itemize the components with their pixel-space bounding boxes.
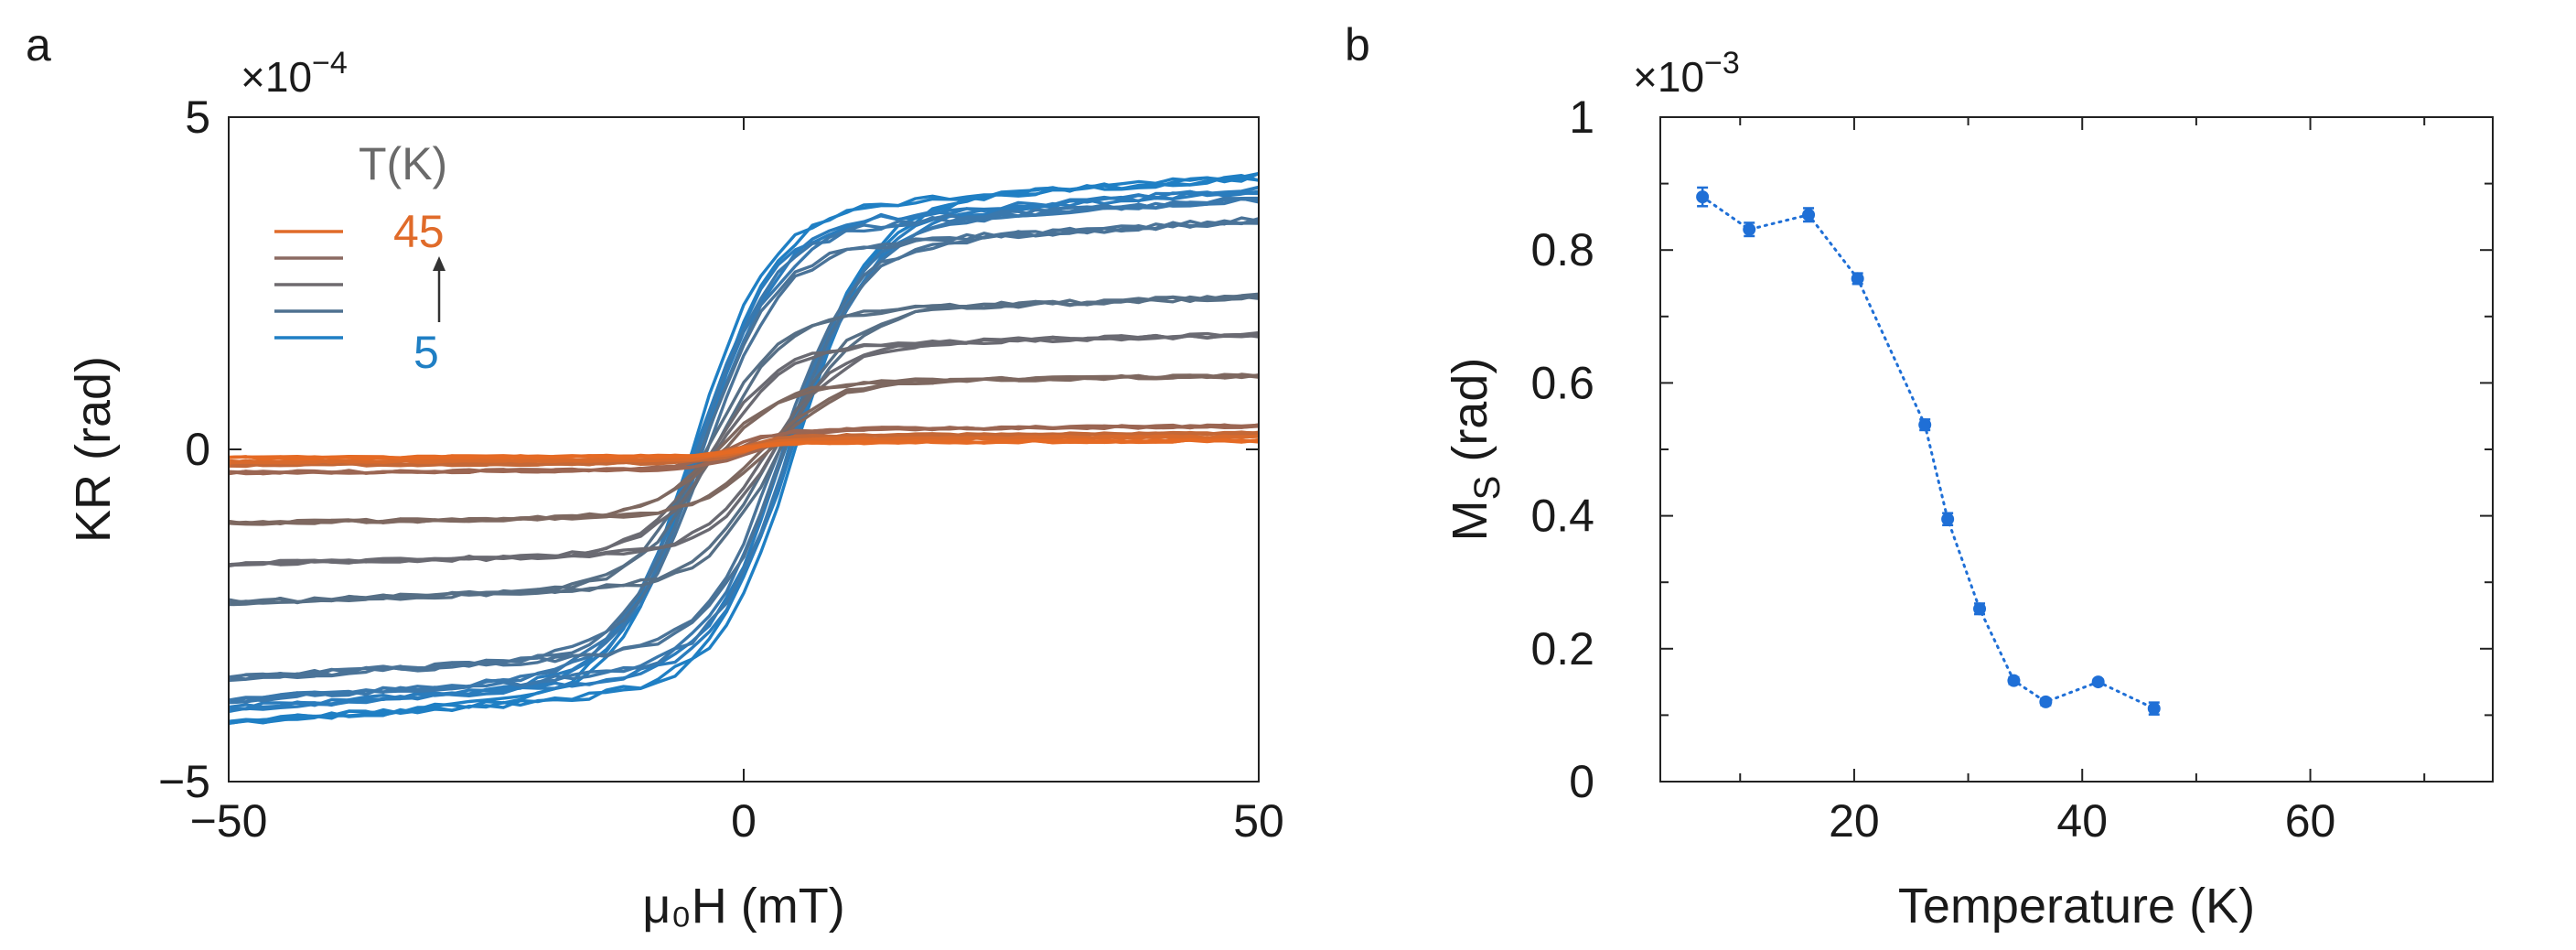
- panel-b-ytick-label: 0: [1569, 756, 1594, 807]
- data-point: [1851, 272, 1864, 286]
- hysteresis-branch-up: [229, 331, 1259, 567]
- data-point: [2007, 674, 2021, 687]
- legend-top-label: 45: [393, 206, 445, 257]
- data-point: [1743, 222, 1756, 236]
- hysteresis-branch-down: [229, 424, 1259, 475]
- legend-arrow-icon: [433, 256, 445, 271]
- panel-b-ylabel: MS (rad): [1443, 358, 1508, 542]
- hysteresis-branch-down: [229, 295, 1259, 607]
- panel-b-data: [1696, 186, 2161, 716]
- panel-b-ytick-label: 0.8: [1530, 224, 1594, 275]
- panel-a-xtick-label: 50: [1233, 795, 1284, 847]
- panel-a-xlabel: μ₀H (mT): [642, 879, 844, 934]
- panel-b-ytick-label: 0.4: [1530, 491, 1594, 542]
- hysteresis-branch-up: [229, 219, 1259, 679]
- panel-b-xtick-label: 20: [1829, 795, 1880, 847]
- panel-a-chart: −50 0 50−505 ×10−4 μ₀H (mT) KR (rad) T(K) …: [66, 46, 1284, 934]
- data-point: [1696, 190, 1710, 204]
- panel-b-xlabel: Temperature (K): [1898, 879, 2255, 934]
- panel-a-curves: [229, 171, 1259, 726]
- panel-b-xtick-label: 40: [2056, 795, 2108, 847]
- data-point: [2039, 695, 2053, 708]
- panel-a-ticks: −50 0 50−505: [158, 92, 1284, 847]
- panel-a-ytick-label: −5: [158, 756, 210, 807]
- hysteresis-branch-down: [229, 196, 1259, 705]
- data-point: [1973, 602, 1987, 616]
- panel-a-ytick-label: 5: [185, 92, 210, 143]
- hysteresis-branch-down: [229, 173, 1259, 723]
- panel-b-ytick-label: 0.6: [1530, 357, 1594, 408]
- panel-a-ytick-label: 0: [185, 424, 210, 475]
- hysteresis-branch-down: [229, 218, 1259, 681]
- legend-title: T(K): [359, 138, 447, 189]
- panel-a-multiplier: ×10−4: [241, 46, 348, 101]
- panel-a-xtick-label: 0: [731, 795, 757, 847]
- ms-trend-line: [1701, 195, 2156, 710]
- legend-swatches: [274, 230, 343, 340]
- data-point: [1802, 208, 1816, 221]
- panel-b-multiplier: ×10−3: [1633, 46, 1740, 101]
- data-point: [1918, 418, 1932, 432]
- data-point: [2147, 702, 2161, 716]
- hysteresis-branch-down: [229, 438, 1259, 461]
- panel-a-legend: T(K) 45 5: [274, 138, 447, 378]
- panel-b-ticks: 20 40 60 0 0.2 0.4 0.6 0.8 1: [1530, 92, 2493, 847]
- panel-b-frame: [1659, 116, 2494, 783]
- data-point: [2091, 675, 2105, 689]
- data-point: [1941, 513, 1955, 526]
- panel-label-a: a: [26, 19, 51, 70]
- hysteresis-branch-down: [229, 332, 1259, 568]
- panel-label-b: b: [1345, 19, 1370, 70]
- panel-a-ylabel: KR (rad): [66, 356, 121, 543]
- panel-b-ytick-label: 0.2: [1530, 623, 1594, 675]
- panel-b-ytick-label: 1: [1569, 92, 1594, 143]
- hysteresis-branch-down: [229, 189, 1259, 709]
- panel-a-xtick-label: −50: [190, 795, 268, 847]
- legend-bottom-label: 5: [413, 327, 439, 378]
- panel-b-xtick-label: 60: [2285, 795, 2336, 847]
- panel-b-chart: 20 40 60 0 0.2 0.4 0.6 0.8 1 ×10−3 Temperature (…: [1443, 46, 2494, 934]
- hysteresis-branch-down: [229, 373, 1259, 525]
